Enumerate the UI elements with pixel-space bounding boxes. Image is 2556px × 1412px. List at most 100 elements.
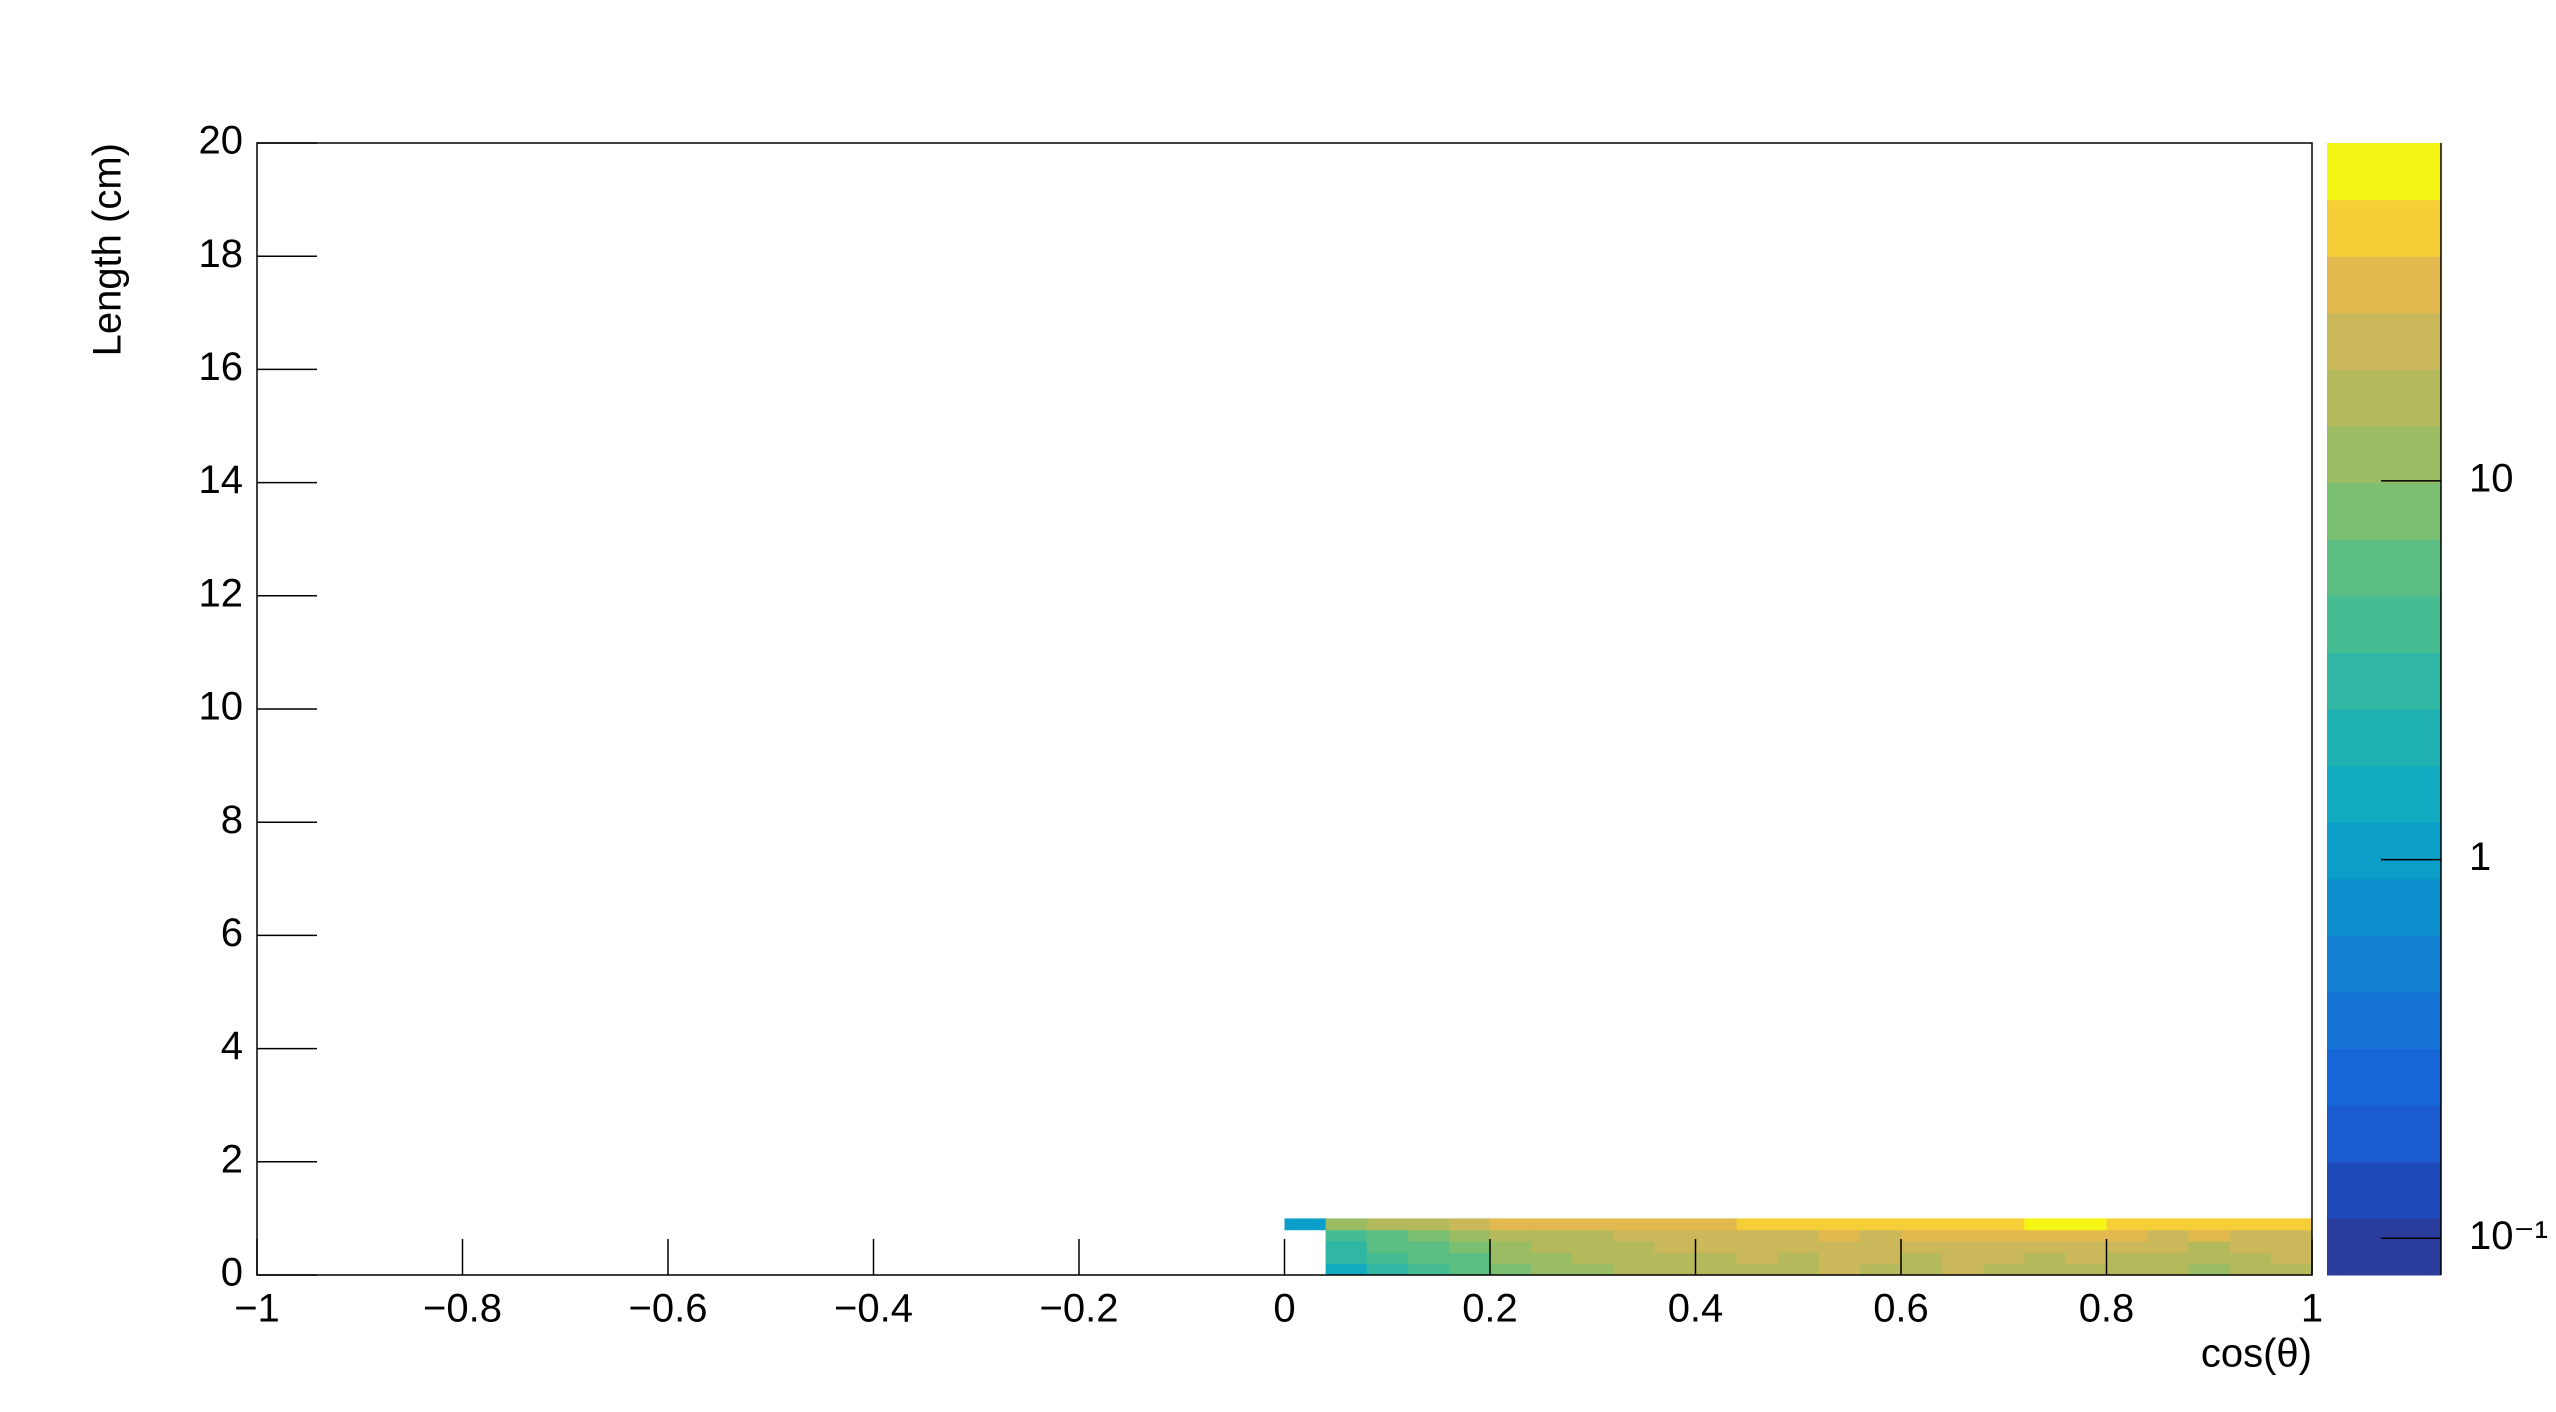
color-scale-band [2327, 935, 2441, 993]
y-tick-label: 8 [221, 798, 243, 842]
heatmap-cell [1490, 1229, 1532, 1242]
heatmap-cell [1736, 1229, 1779, 1242]
heatmap-cell [1613, 1252, 1655, 1265]
heatmap-cell [1859, 1229, 1902, 1242]
heatmap-cell [1325, 1252, 1368, 1265]
heatmap-cell [1818, 1263, 1861, 1276]
heatmap-cell [1983, 1241, 2025, 1253]
heatmap-cell [1818, 1241, 1861, 1253]
plot-frame [256, 142, 2313, 1276]
heatmap-cell [1531, 1229, 1573, 1242]
heatmap-cell [1366, 1252, 1409, 1265]
heatmap-cell [1942, 1229, 1984, 1242]
heatmap-cell [1325, 1218, 1368, 1231]
heatmap-cell [2147, 1252, 2190, 1265]
heatmap-cell [1736, 1218, 1779, 1231]
color-scale-label: 10⁻¹ [2469, 1214, 2548, 1258]
heatmap-cell [2106, 1252, 2149, 1265]
heatmap-cell [1983, 1218, 2025, 1231]
heatmap-cell [2065, 1218, 2107, 1231]
heatmap-cell [1901, 1241, 1943, 1253]
heatmap-cell [1366, 1218, 1409, 1231]
heatmap-cell [1942, 1252, 1984, 1265]
y-tick-label: 14 [199, 458, 244, 502]
heatmap-cell [1983, 1252, 2025, 1265]
heatmap-cell [1572, 1218, 1614, 1231]
heatmap-cell [1818, 1218, 1861, 1231]
heatmap-cell [1942, 1218, 1984, 1231]
heatmap-cell [1654, 1263, 1696, 1276]
heatmap-cell [1490, 1263, 1532, 1276]
heatmap-cell [1695, 1241, 1738, 1253]
heatmap-cell [1572, 1252, 1614, 1265]
color-scale-band [2327, 595, 2441, 653]
heatmap-cell [1407, 1218, 1450, 1231]
heatmap-cell [1531, 1241, 1573, 1253]
heatmap-cell [1942, 1241, 1984, 1253]
y-tick-label: 0 [221, 1251, 243, 1295]
x-tick-label: 0.8 [2079, 1287, 2135, 1331]
heatmap-cell [2065, 1241, 2107, 1253]
heatmap-cell [2270, 1218, 2313, 1231]
heatmap-cell [2147, 1263, 2190, 1276]
x-tick-label: 0 [1273, 1287, 1295, 1331]
heatmap-cell [1736, 1241, 1779, 1253]
x-tick-label: 1 [2301, 1287, 2323, 1331]
heatmap-cell [1818, 1252, 1861, 1265]
heatmap-cell [1572, 1229, 1614, 1242]
color-scale-band [2327, 1218, 2441, 1276]
heatmap-cell [2229, 1252, 2272, 1265]
color-scale-band [2327, 652, 2441, 710]
heatmap-cell [2229, 1218, 2272, 1231]
heatmap-cell [1777, 1229, 1820, 1242]
x-tick-label: 0.4 [1668, 1287, 1724, 1331]
color-scale-band [2327, 312, 2441, 370]
heatmap-cell [1654, 1241, 1696, 1253]
y-tick-label: 18 [199, 232, 244, 276]
color-scale-label: 1 [2469, 835, 2491, 879]
heatmap-cell [2229, 1263, 2272, 1276]
heatmap-cell [1284, 1218, 1327, 1231]
heatmap-cell [1695, 1229, 1738, 1242]
color-scale-band [2327, 143, 2441, 201]
color-scale-band [2327, 199, 2441, 257]
heatmap-cell [2024, 1252, 2066, 1265]
heatmap-cell [1901, 1229, 1943, 1242]
heatmap-cell [2147, 1218, 2190, 1231]
heatmap-cell [1818, 1229, 1861, 1242]
heatmap-cell [2188, 1241, 2231, 1253]
heatmap-cell [1613, 1241, 1655, 1253]
x-tick-label: −0.6 [629, 1287, 708, 1331]
heatmap-cell [2106, 1241, 2149, 1253]
x-axis-label: cos(θ) [2201, 1332, 2312, 1376]
color-scale-band [2327, 369, 2441, 427]
heatmap-cell [2024, 1241, 2066, 1253]
heatmap-cell [1983, 1229, 2025, 1242]
heatmap-cell [2065, 1229, 2107, 1242]
color-scale-band [2327, 765, 2441, 823]
y-tick-label: 2 [221, 1137, 243, 1181]
heatmap-cell [1531, 1252, 1573, 1265]
heatmap-cell [1695, 1252, 1738, 1265]
heatmap-cell [2106, 1218, 2149, 1231]
heatmap-cell [1407, 1252, 1450, 1265]
heatmap-cell [1407, 1263, 1450, 1276]
heatmap-cell [2106, 1263, 2149, 1276]
heatmap-cell [1490, 1252, 1532, 1265]
heatmap-cell [1859, 1252, 1902, 1265]
color-scale-band [2327, 878, 2441, 936]
y-axis-label: Length (cm) [86, 143, 130, 356]
heatmap-cell [1407, 1241, 1450, 1253]
heatmap-cell [1613, 1263, 1655, 1276]
heatmap-cell [2270, 1263, 2313, 1276]
heatmap-cell [1901, 1263, 1943, 1276]
heatmap-cell [1654, 1218, 1696, 1231]
heatmap-cell [1859, 1263, 1902, 1276]
heatmap-cell [2188, 1229, 2231, 1242]
heatmap-cell [1901, 1252, 1943, 1265]
heatmap-cell [1366, 1229, 1409, 1242]
heatmap-cell [1531, 1218, 1573, 1231]
heatmap-cell [1736, 1263, 1779, 1276]
y-tick-label: 20 [199, 119, 244, 163]
